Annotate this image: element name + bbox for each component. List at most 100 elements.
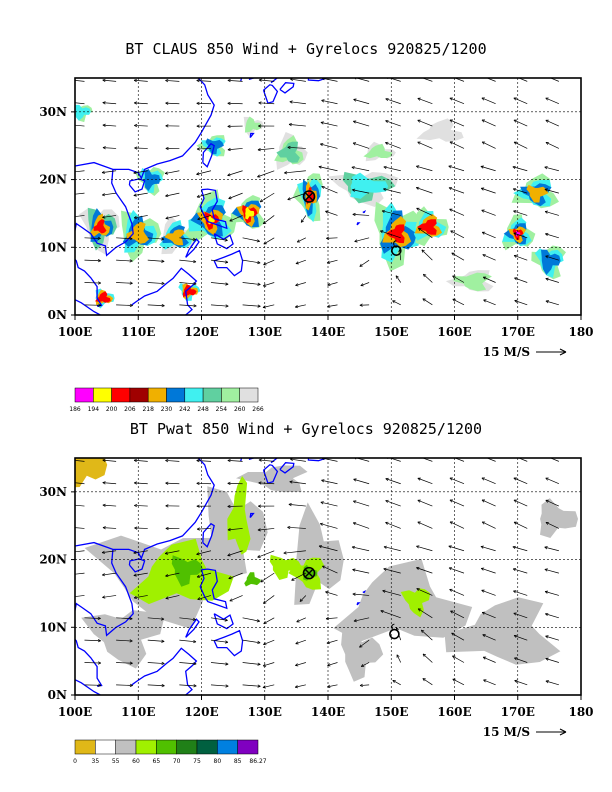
wind-arrowhead	[263, 621, 267, 625]
wind-arrowhead	[299, 598, 303, 602]
wind-arrow	[417, 521, 433, 529]
wind-arrow	[513, 521, 528, 529]
top-panel-title: BT CLAUS 850 Wind + Gyrelocs 920825/1200	[125, 40, 487, 58]
colorbar-swatch	[184, 387, 204, 403]
wind-arrowhead	[71, 526, 74, 529]
wind-arrow	[383, 568, 401, 574]
x-tick-label: 120E	[184, 325, 218, 339]
wind-arrow	[322, 565, 338, 574]
wind-arrowhead	[133, 595, 138, 600]
wind-arrowhead	[97, 616, 101, 620]
wind-arrowhead	[102, 78, 106, 82]
wind-arrowhead	[318, 545, 323, 549]
wind-arrowhead	[481, 521, 486, 525]
wind-arrowhead	[320, 121, 324, 125]
wind-arrowhead	[196, 459, 200, 463]
wind-arrow	[321, 99, 338, 105]
wind-arrowhead	[449, 477, 453, 481]
wind-arrow	[179, 617, 196, 621]
wind-arrow	[512, 568, 528, 574]
wind-arrowhead	[321, 479, 325, 483]
wind-arrowhead	[193, 662, 197, 666]
wind-arrowhead	[359, 303, 363, 307]
wind-arrowhead	[417, 521, 421, 525]
wind-arrow	[179, 662, 197, 665]
wind-arrowhead	[415, 165, 420, 169]
wind-arrowhead	[353, 98, 357, 102]
wind-arrow	[147, 639, 165, 642]
wind-arrow	[295, 304, 306, 308]
wind-arrow	[210, 684, 229, 687]
x-tick-label: 150E	[374, 705, 408, 719]
gyre-center-symbol	[391, 245, 402, 256]
wind-arrow	[513, 612, 528, 619]
wind-arrowhead	[514, 277, 518, 281]
wind-arrowhead	[196, 527, 200, 531]
cloud-top-shading	[516, 230, 521, 237]
wind-arrowhead	[380, 609, 384, 614]
wind-arrow	[263, 237, 275, 245]
wind-arrowhead	[354, 239, 358, 243]
wind-arrowhead	[102, 458, 106, 462]
wind-arrowhead	[134, 503, 138, 508]
wind-arrowhead	[544, 210, 549, 214]
wind-arrow	[327, 662, 338, 666]
wind-arrow	[84, 237, 101, 239]
wind-arrow	[257, 550, 275, 558]
wind-arrowhead	[320, 501, 324, 505]
wind-arrow	[290, 78, 306, 82]
bottom-map-panel: 100E 110E 120E 130E 140E 150E 160E 170E 180 0N 10N…	[39, 457, 594, 765]
wind-arrow	[84, 617, 101, 619]
wind-arrowhead	[513, 141, 518, 145]
wind-arrow	[210, 639, 228, 643]
wind-arrowhead	[417, 499, 421, 503]
wind-arrowhead	[512, 545, 516, 550]
wind-arrow	[102, 79, 117, 82]
wind-arrow	[228, 572, 243, 579]
wind-arrow	[102, 550, 117, 553]
wind-arrow	[359, 259, 370, 267]
wind-arrowhead	[263, 241, 267, 245]
wind-arrow	[513, 499, 528, 507]
wind-arrow	[288, 124, 306, 127]
wind-arrowhead	[133, 215, 138, 220]
wind-arrow	[418, 227, 433, 239]
wind-arrowhead	[129, 617, 133, 621]
wind-arrow	[210, 617, 228, 621]
wind-arrowhead	[161, 259, 165, 263]
wind-arrow	[116, 237, 133, 240]
wind-arrow	[258, 459, 275, 462]
wind-arrowhead	[296, 619, 300, 623]
wind-arrowhead	[258, 481, 262, 485]
wind-arrowhead	[288, 123, 292, 127]
wind-arrow	[383, 188, 401, 194]
wind-arrow	[352, 593, 370, 596]
coastline	[131, 267, 198, 315]
wind-arrowhead	[228, 576, 232, 580]
wind-arrowhead	[416, 566, 420, 570]
colorbar-label: 70	[173, 758, 181, 765]
wind-arrow	[75, 459, 85, 462]
wind-arrow	[134, 459, 148, 462]
wind-arrow	[75, 102, 85, 105]
wind-arrowhead	[513, 232, 517, 236]
coastline	[75, 78, 215, 180]
wind-arrow	[327, 684, 338, 688]
wind-arrow	[133, 550, 148, 554]
wind-arrow	[227, 170, 243, 176]
wind-arrow	[545, 635, 559, 641]
wind-arrowhead	[258, 504, 262, 508]
wind-arrowhead	[263, 600, 267, 604]
wind-arrowhead	[480, 187, 485, 191]
wind-arrowhead	[321, 99, 325, 103]
wind-arrowhead	[164, 171, 169, 175]
wind-arrowhead	[196, 574, 201, 578]
wind-arrowhead	[417, 141, 421, 145]
wind-arrowhead	[225, 684, 229, 688]
wind-arrow	[449, 208, 465, 216]
wind-arrowhead	[71, 481, 74, 484]
wind-arrowhead	[385, 499, 389, 503]
wind-arrowhead	[481, 97, 485, 101]
wind-arrowhead	[102, 503, 106, 507]
